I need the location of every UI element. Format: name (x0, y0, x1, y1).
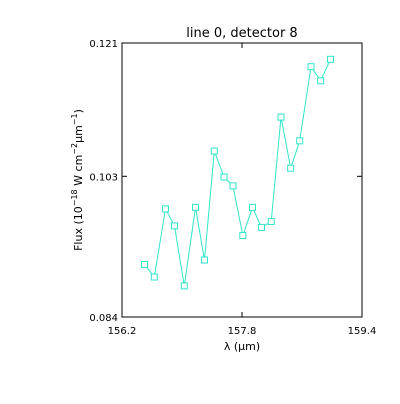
chart-title: line 0, detector 8 (186, 26, 297, 41)
y-axis-label-exp1: −18 (70, 189, 79, 206)
data-point (180, 282, 188, 290)
y-axis-label-mid: W cm (72, 155, 85, 190)
data-point (258, 223, 265, 231)
y-axis-label-mu: μm (72, 125, 85, 143)
y-axis-label: Flux (10−18 W cm−2μm−1) (70, 109, 85, 251)
data-point (229, 182, 237, 190)
data-point (141, 260, 148, 268)
data-point (317, 77, 325, 85)
data-point (201, 256, 208, 264)
data-point (277, 113, 285, 121)
y-axis-label-prefix: Flux (10 (72, 206, 85, 251)
x-axis-ticks: 156.2 157.8 159.4 (108, 43, 377, 337)
data-point (220, 173, 228, 181)
x-tick-label: 156.2 (108, 326, 137, 337)
y-axis-label-exp3: −1 (70, 113, 79, 125)
data-point (287, 164, 295, 172)
plot-frame (121, 42, 363, 318)
y-axis-ticks: 0.084 0.103 0.121 (89, 39, 362, 324)
y-tick-label: 0.121 (89, 39, 118, 50)
data-point (296, 137, 304, 145)
y-axis-label-exp2: −2 (70, 143, 79, 155)
series-layer (141, 55, 334, 290)
data-point (267, 218, 275, 225)
data-point (249, 203, 256, 211)
x-tick-label: 159.4 (348, 326, 377, 337)
data-point (210, 147, 218, 155)
x-tick-label: 157.8 (228, 326, 257, 337)
x-axis-label: λ (μm) (224, 340, 260, 353)
y-tick-label: 0.084 (89, 313, 118, 324)
data-point (171, 222, 178, 230)
y-tick-label: 0.103 (89, 172, 118, 183)
data-point (192, 203, 199, 211)
data-point (162, 205, 169, 213)
data-point (239, 232, 247, 239)
series-line (144, 59, 331, 286)
data-point (150, 273, 158, 281)
y-axis-label-suffix: ) (72, 109, 85, 113)
data-point (327, 55, 334, 63)
data-point (307, 63, 315, 71)
